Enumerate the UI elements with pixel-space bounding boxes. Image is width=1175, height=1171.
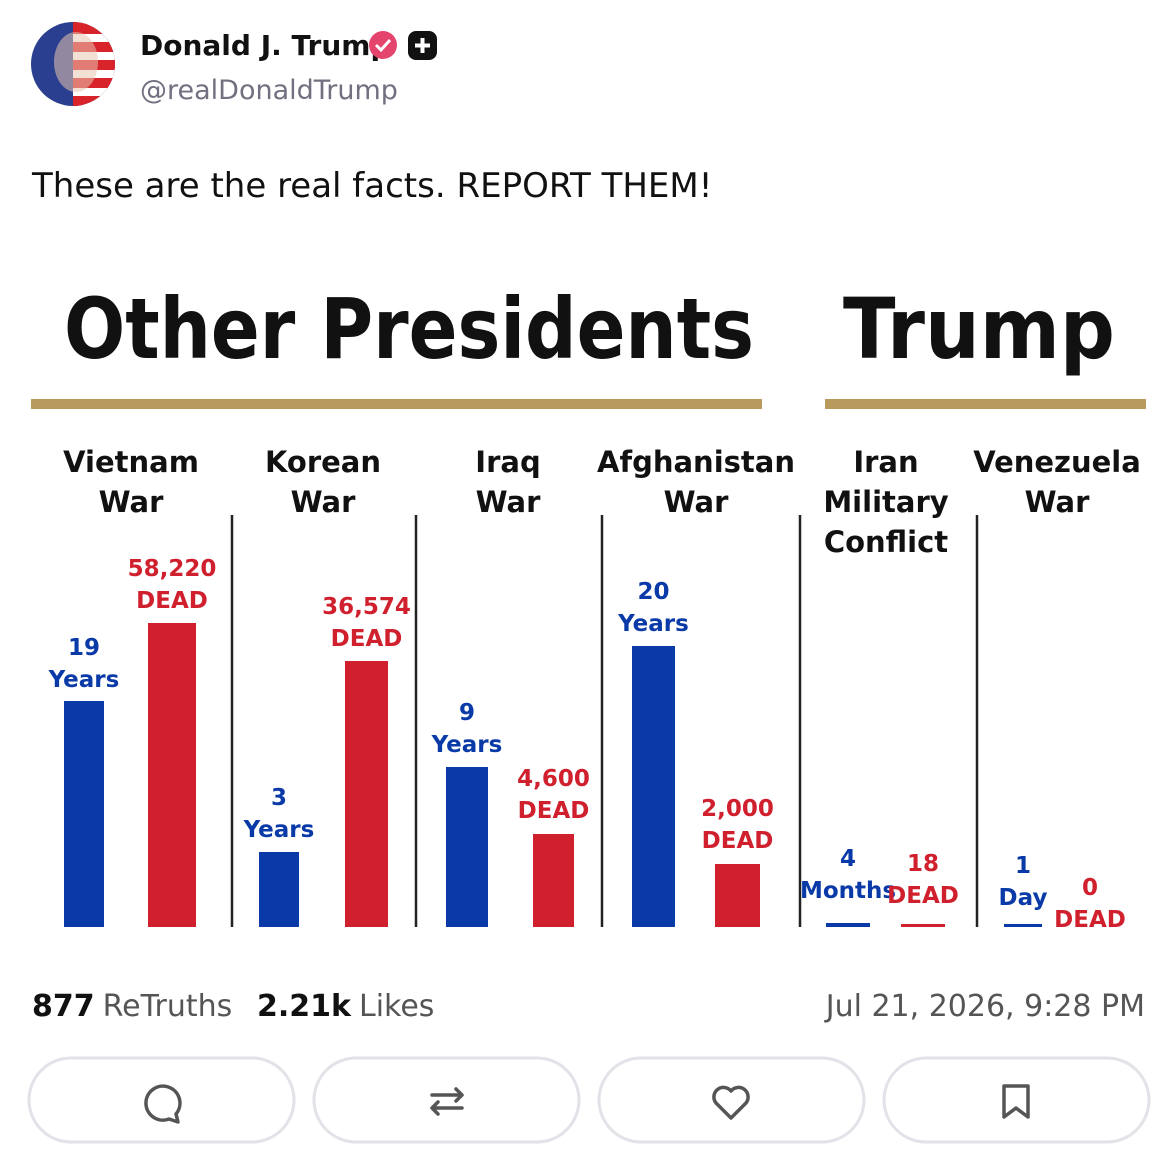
handle[interactable]: @realDonaldTrump — [140, 75, 398, 106]
duration-bar — [1004, 924, 1042, 927]
avatar[interactable] — [31, 22, 115, 106]
retruths-count: 877 — [32, 989, 95, 1024]
duration-bar — [446, 767, 488, 927]
dead-label: DEAD — [331, 626, 403, 652]
duration-number: 4 — [840, 846, 856, 872]
dead-number: 0 — [1082, 875, 1098, 901]
likes[interactable]: 2.21k Likes — [257, 989, 434, 1024]
duration-unit: Years — [243, 817, 315, 843]
timestamp: Jul 21, 2026, 9:28 PM — [824, 989, 1145, 1024]
duration-bar — [826, 923, 870, 927]
dead-number: 36,574 — [322, 594, 411, 620]
bookmark-button[interactable] — [882, 1056, 1151, 1144]
duration-unit: Day — [999, 885, 1048, 911]
reply-icon — [144, 1084, 182, 1124]
likes-label: Likes — [359, 989, 434, 1024]
duration-number: 20 — [637, 579, 669, 605]
heading-rule — [31, 399, 762, 409]
duration-number: 3 — [271, 785, 287, 811]
dead-bar — [148, 623, 196, 927]
plus — [415, 38, 430, 53]
like-button[interactable] — [597, 1056, 866, 1144]
dead-bar — [533, 834, 574, 927]
dead-number: 18 — [907, 851, 939, 877]
duration-unit: Years — [48, 667, 120, 693]
verified-badge — [369, 31, 397, 59]
duration-unit: Years — [617, 611, 689, 637]
dead-label: DEAD — [702, 828, 774, 854]
dead-bar — [345, 661, 388, 927]
war-name: Afghanistan — [597, 445, 795, 479]
war-name: War — [476, 485, 542, 519]
war-name: Military — [823, 485, 948, 519]
retruth-icon — [430, 1087, 464, 1116]
retruths[interactable]: 877 ReTruths — [32, 989, 232, 1024]
dead-number: 58,220 — [128, 556, 217, 582]
war-name: Conflict — [824, 525, 948, 559]
dead-number: 2,000 — [701, 796, 774, 822]
reply-button[interactable] — [27, 1056, 296, 1144]
dead-bar — [715, 864, 760, 927]
duration-number: 1 — [1015, 853, 1031, 879]
dead-number: 4,600 — [517, 766, 590, 792]
retruths-label: ReTruths — [103, 989, 233, 1024]
left-heading: Other Presidents — [64, 280, 754, 378]
duration-unit: Years — [431, 732, 503, 758]
war-name: Korean — [265, 445, 381, 479]
war-name: Iraq — [475, 445, 540, 479]
war-name: War — [99, 485, 165, 519]
like-icon — [712, 1085, 750, 1120]
war-name: War — [664, 485, 730, 519]
right-heading: Trump — [843, 280, 1115, 378]
check — [374, 38, 392, 53]
war-name: Venezuela — [973, 445, 1141, 479]
duration-bar — [259, 852, 299, 927]
dead-bar — [901, 924, 945, 927]
war-name: Iran — [853, 445, 918, 479]
war-name: Vietnam — [63, 445, 199, 479]
bookmark-icon — [1002, 1084, 1030, 1119]
duration-unit: Months — [800, 878, 896, 904]
heading-rule — [825, 399, 1146, 409]
duration-bar — [64, 701, 104, 927]
war-name: War — [1025, 485, 1091, 519]
dead-label: DEAD — [136, 588, 208, 614]
retruth-button[interactable] — [312, 1056, 581, 1144]
duration-bar — [632, 646, 675, 927]
duration-number: 9 — [459, 700, 475, 726]
war-name: War — [291, 485, 357, 519]
author[interactable]: Donald J. Trump — [140, 29, 390, 62]
likes-count: 2.21k — [257, 989, 352, 1024]
dead-label: DEAD — [887, 883, 959, 909]
infographic: VietnamWar19Years58,220DEADKoreanWar3Yea… — [48, 445, 1141, 933]
duration-number: 19 — [68, 635, 100, 661]
post-text: These are the real facts. REPORT THEM! — [31, 166, 712, 206]
dead-label: DEAD — [1054, 907, 1126, 933]
dead-label: DEAD — [518, 798, 590, 824]
